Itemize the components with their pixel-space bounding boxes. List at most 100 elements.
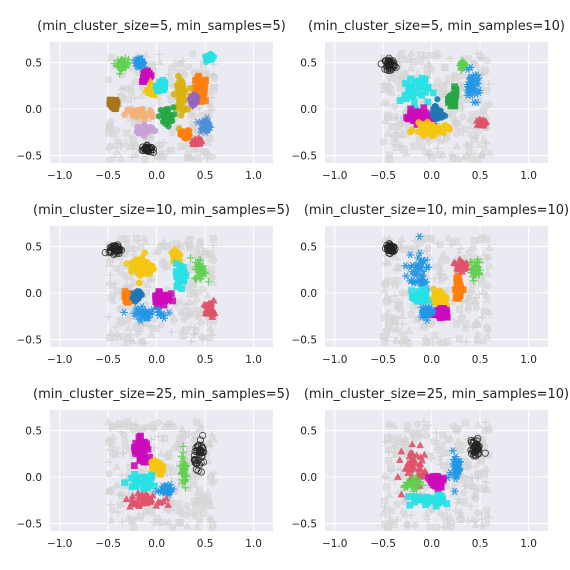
noise-point <box>485 148 494 156</box>
cluster-point <box>141 497 150 505</box>
noise-point <box>476 140 485 148</box>
cluster-point <box>449 97 457 105</box>
noise-point <box>193 488 202 497</box>
noise-point <box>422 432 430 440</box>
cluster-point <box>431 131 439 139</box>
cluster-point <box>466 82 475 90</box>
x-tick-label: −0.5 <box>95 538 121 550</box>
cluster-point <box>156 112 163 120</box>
cluster-point <box>141 121 148 129</box>
noise-point <box>483 255 492 263</box>
noise-point <box>123 317 131 325</box>
cluster-point <box>199 432 207 440</box>
noise-point <box>208 479 216 487</box>
noise-point <box>411 434 419 442</box>
noise-point <box>123 235 131 243</box>
cluster-point <box>173 282 181 290</box>
noise-point <box>380 471 389 479</box>
noise-point <box>464 461 472 469</box>
noise-point <box>161 434 169 442</box>
cluster-point <box>429 307 437 316</box>
noise-point <box>392 130 401 139</box>
noise-point <box>181 302 189 310</box>
cluster-point <box>193 448 201 456</box>
cluster-point <box>408 87 415 94</box>
noise-point <box>118 84 127 92</box>
noise-point <box>388 123 396 131</box>
noise-point <box>424 244 432 252</box>
cluster-point <box>444 124 452 132</box>
noise-point <box>165 449 173 457</box>
noise-point <box>451 117 460 126</box>
cluster-point <box>451 475 460 483</box>
noise-point <box>175 500 183 507</box>
cluster-point <box>385 54 393 62</box>
noise-point <box>436 269 445 278</box>
noise-point <box>398 311 407 319</box>
cluster-point <box>143 142 151 150</box>
noise-point <box>154 432 163 441</box>
noise-point <box>394 123 402 131</box>
cluster-point <box>406 448 415 456</box>
points-layer <box>379 417 494 531</box>
noise-point <box>130 94 139 102</box>
noise-point <box>417 142 425 150</box>
cluster-point <box>178 475 187 484</box>
cluster-6 <box>417 303 437 324</box>
noise-point <box>387 86 395 94</box>
x-tick-label: 0.5 <box>197 170 214 182</box>
cluster-point <box>189 101 197 111</box>
noise-point <box>105 141 114 149</box>
cluster-point <box>135 433 143 441</box>
cluster-point <box>141 476 149 483</box>
noise-point <box>106 328 115 336</box>
cluster-point <box>131 482 139 489</box>
cluster-4 <box>148 456 167 478</box>
cluster-point <box>412 262 421 270</box>
noise-point <box>430 274 439 283</box>
noise-point <box>105 458 113 466</box>
noise-point <box>392 336 401 344</box>
cluster-1 <box>467 435 489 460</box>
cluster-point <box>456 292 463 300</box>
noise-point <box>477 515 486 523</box>
noise-point <box>206 324 215 332</box>
x-tick-label: −0.5 <box>370 538 396 550</box>
x-tick-label: 0.0 <box>148 538 165 550</box>
cluster-point <box>454 275 462 283</box>
noise-point <box>129 516 137 524</box>
cluster-2 <box>123 249 157 287</box>
noise-point <box>149 518 158 527</box>
noise-point <box>483 518 492 526</box>
noise-point <box>462 338 471 346</box>
noise-point <box>473 320 482 328</box>
noise-point <box>182 447 191 456</box>
cluster-3 <box>408 286 434 305</box>
noise-point <box>456 244 465 253</box>
cluster-point <box>455 284 463 291</box>
x-tick-label: 0.5 <box>472 354 489 366</box>
cluster-point <box>203 114 211 122</box>
noise-point <box>147 507 155 515</box>
noise-point <box>118 517 127 526</box>
noise-point <box>474 331 482 339</box>
cluster-point <box>469 276 478 285</box>
cluster-point <box>192 466 200 474</box>
noise-point <box>476 54 484 63</box>
y-tick-label: −0.5 <box>17 151 43 163</box>
noise-point <box>187 266 195 274</box>
noise-point <box>387 463 395 471</box>
noise-point <box>485 451 493 459</box>
noise-point <box>115 420 123 428</box>
noise-point <box>190 330 198 339</box>
noise-point <box>398 130 407 138</box>
cluster-6 <box>444 83 460 110</box>
cluster-point <box>190 139 198 147</box>
noise-point <box>385 419 394 427</box>
noise-point <box>133 234 141 242</box>
noise-point <box>210 235 218 243</box>
noise-point <box>109 506 117 514</box>
cluster-point <box>195 461 204 469</box>
subplot-title: (min_cluster_size=10, min_samples=5) <box>33 203 290 218</box>
noise-point <box>485 243 494 251</box>
